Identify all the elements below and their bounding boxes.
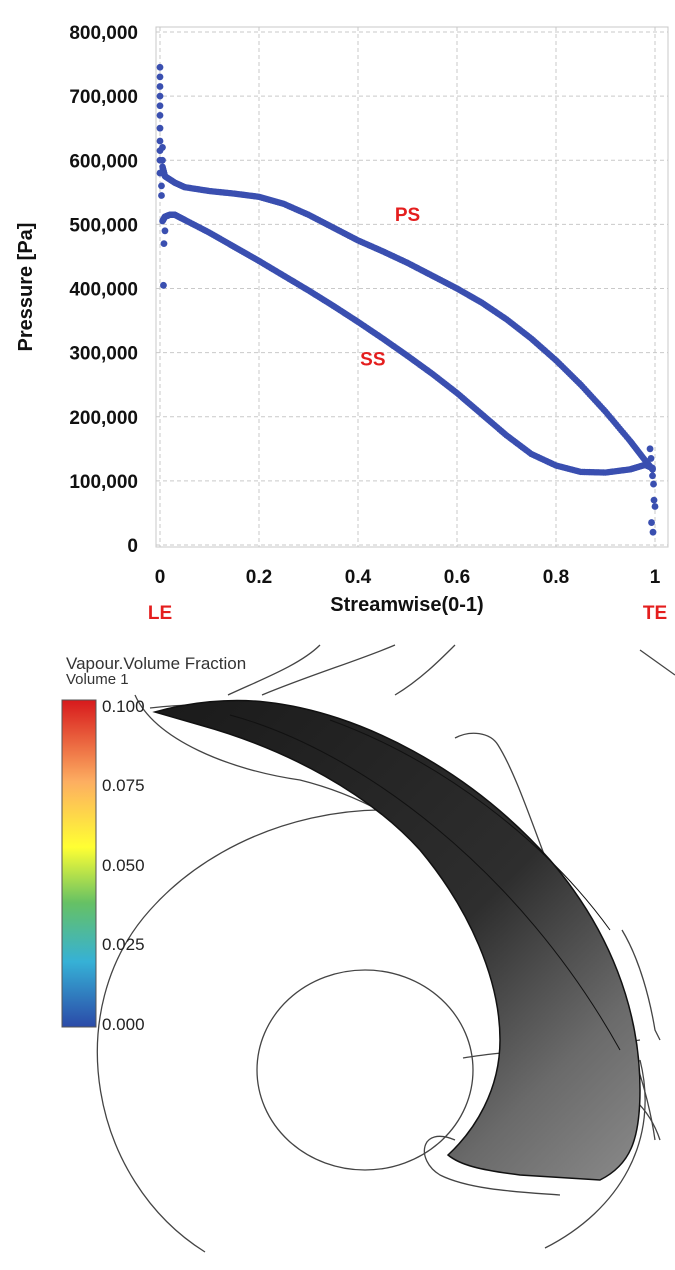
blade-inner-line-2 [329,719,611,931]
x-tick-label: 0.8 [543,567,569,588]
annotation-te: TE [643,603,667,624]
data-point [156,63,164,71]
x-tick-labels: 0 0.2 0.4 0.6 0.8 1 [155,567,661,588]
colorbar-tick: 0.000 [102,1015,145,1034]
y-tick-label: 800,000 [69,23,138,44]
data-point [156,83,164,90]
colorbar-tick: 0.050 [102,856,145,875]
blade-inner-line [229,714,621,1051]
blade-surface [152,699,641,1181]
shroud-line-2 [261,644,396,696]
data-point [161,227,169,235]
colorbar-subtitle: Volume 1 [66,671,129,688]
pressure-chart: 800,000 700,000 600,000 500,000 400,000 300,0… [15,23,669,624]
y-tick-label: 400,000 [69,280,138,301]
y-tick-label: 700,000 [69,87,138,108]
y-axis-title: Pressure [Pa] [15,223,37,352]
annotations: PS SS LE TE [148,205,667,624]
y-tick-labels: 800,000 700,000 600,000 500,000 400,000 300,0… [69,23,138,557]
x-tick-label: 0.6 [444,567,470,588]
data-point [156,169,164,177]
impeller-contour-view: Vapour.Volume Fraction Volume 1 0.100 0.… [61,644,675,1253]
data-point [160,240,168,248]
colorbar-tick: 0.100 [102,697,145,716]
data-point [646,445,654,453]
y-tick-label: 600,000 [69,151,138,172]
data-point [649,528,657,536]
colorbar-tick-labels: 0.100 0.075 0.050 0.025 0.000 [102,697,145,1034]
annotation-le: LE [148,603,172,624]
data-point [156,124,164,132]
x-axis-title: Streamwise(0-1) [330,594,483,616]
y-tick-label: 100,000 [69,472,138,493]
colorbar-tick: 0.025 [102,935,145,954]
data-point [158,182,165,190]
annotation-ps: PS [395,205,420,226]
right-lines [621,929,661,1041]
y-tick-label: 0 [127,536,138,557]
colorbar-tick: 0.075 [102,776,145,795]
data-point [156,137,164,145]
shroud-line [227,644,321,696]
corner-line [639,649,675,676]
x-tick-label: 0.4 [345,567,372,588]
y-tick-label: 300,000 [69,344,138,365]
colorbar [61,699,97,1028]
data-point [649,464,656,472]
outlet-loop [423,1135,561,1196]
data-point [650,480,657,488]
data-points [156,63,659,536]
y-tick-label: 500,000 [69,215,138,236]
data-point [156,111,164,119]
x-tick-label: 0 [155,567,166,588]
x-tick-label: 1 [650,567,661,588]
data-point [648,519,655,526]
data-point [156,92,164,100]
data-point [651,503,659,510]
data-point [156,102,164,110]
annotation-ss: SS [360,349,385,370]
data-point [156,73,164,81]
x-tick-label: 0.2 [246,567,272,588]
shroud-line-3 [394,644,456,696]
plot-area [155,26,669,548]
hub-circle [256,969,474,1171]
y-tick-label: 200,000 [69,408,138,429]
data-point [160,281,167,289]
colorbar-title: Vapour.Volume Fraction [66,654,246,673]
data-point [647,455,655,462]
data-point [159,156,166,164]
data-point [649,472,656,480]
data-point [158,192,165,199]
data-point [159,144,166,151]
data-point [650,496,658,504]
